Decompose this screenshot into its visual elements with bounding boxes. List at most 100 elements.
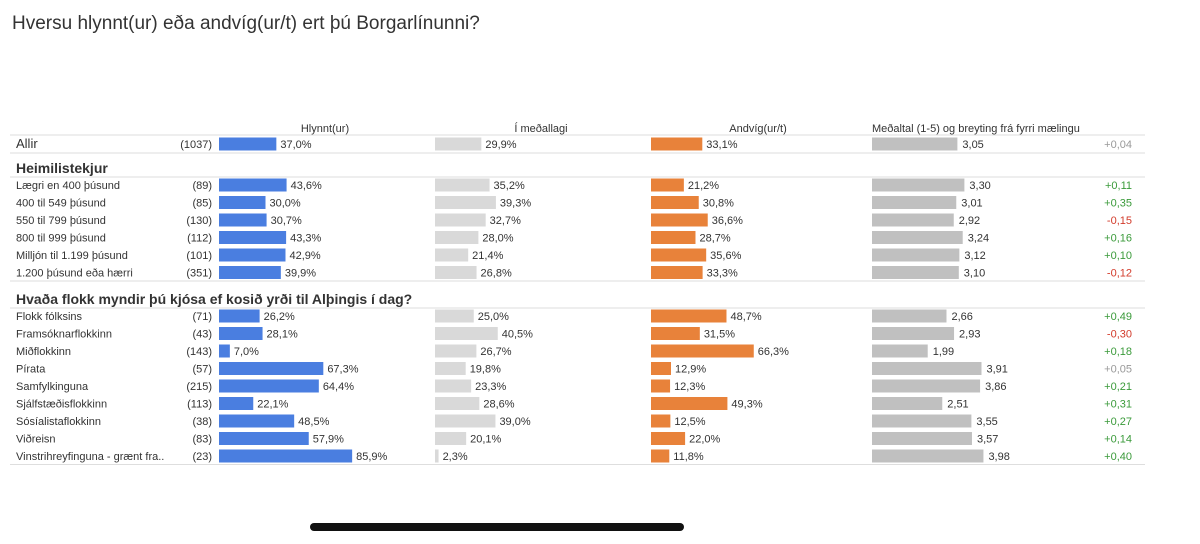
value-label-medallagi: 35,2% — [494, 180, 525, 192]
bar-mean — [872, 309, 947, 323]
value-label-medallagi: 25,0% — [478, 311, 509, 323]
bar-medallagi — [435, 213, 486, 227]
bar-andvig — [651, 362, 671, 375]
row-count: (85) — [192, 198, 212, 210]
value-label-hlynnt: 48,5% — [298, 416, 329, 428]
bar-medallagi — [435, 196, 496, 209]
bar-andvig — [651, 266, 703, 279]
bar-andvig — [651, 137, 703, 151]
bar-medallagi — [435, 248, 469, 262]
bar-hlynnt — [219, 397, 254, 410]
value-label-hlynnt: 26,2% — [264, 311, 295, 323]
change-value: -0,12 — [1107, 268, 1132, 280]
bar-hlynnt — [219, 137, 277, 151]
value-label-andvig: 49,3% — [731, 399, 762, 411]
bar-medallagi — [435, 327, 498, 340]
value-label-medallagi: 29,9% — [485, 139, 516, 151]
value-label-hlynnt: 30,0% — [270, 198, 301, 210]
column-header-medaltal: Meðaltal (1-5) og breyting frá fyrri mæl… — [872, 123, 1080, 135]
value-label-andvig: 21,2% — [688, 180, 719, 192]
bar-mean — [872, 344, 928, 358]
bar-hlynnt — [219, 178, 287, 192]
change-value: +0,05 — [1104, 364, 1132, 376]
value-label-mean: 2,66 — [951, 311, 972, 323]
bar-hlynnt — [219, 231, 287, 244]
value-label-medallagi: 19,8% — [470, 364, 501, 376]
value-label-andvig: 31,5% — [704, 329, 735, 341]
bar-medallagi — [435, 414, 496, 428]
value-label-hlynnt: 22,1% — [257, 399, 288, 411]
bar-mean — [872, 137, 958, 151]
change-value: +0,04 — [1104, 139, 1132, 151]
bar-medallagi — [435, 178, 490, 192]
row-label: Milljón til 1.199 þúsund — [16, 250, 128, 262]
bar-hlynnt — [219, 213, 267, 227]
row-count: (89) — [192, 180, 212, 192]
row-label: Miðflokkinn — [16, 346, 71, 358]
value-label-hlynnt: 28,1% — [267, 329, 298, 341]
value-label-hlynnt: 42,9% — [289, 250, 320, 262]
value-label-hlynnt: 39,9% — [285, 268, 316, 280]
row-label: Lægri en 400 þúsund — [16, 180, 120, 192]
bar-medallagi — [435, 362, 466, 375]
row-count: (351) — [186, 268, 212, 280]
bar-medallagi — [435, 266, 477, 279]
change-value: +0,10 — [1104, 250, 1132, 262]
row-count: (101) — [186, 250, 212, 262]
value-label-hlynnt: 85,9% — [356, 451, 387, 463]
value-label-hlynnt: 64,4% — [323, 381, 354, 393]
column-header-medallagi: Í meðallagi — [514, 122, 567, 135]
value-label-hlynnt: 30,7% — [271, 215, 302, 227]
page-title: Hversu hlynnt(ur) eða andvíg(ur/t) ert þ… — [12, 13, 480, 34]
group-title: Heimilistekjur — [16, 160, 108, 176]
bar-medallagi — [435, 344, 477, 358]
change-value: -0,30 — [1107, 329, 1132, 341]
value-label-medallagi: 2,3% — [443, 451, 468, 463]
value-label-andvig: 35,6% — [710, 250, 741, 262]
row-label: 400 til 549 þúsund — [16, 198, 106, 210]
value-label-andvig: 12,3% — [674, 381, 705, 393]
value-label-mean: 3,12 — [964, 250, 985, 262]
group-title: Hvaða flokk myndir þú kjósa ef kosið yrð… — [16, 291, 412, 307]
change-value: +0,16 — [1104, 233, 1132, 245]
bar-hlynnt — [219, 432, 309, 445]
row-count: (43) — [192, 329, 212, 341]
bar-andvig — [651, 432, 686, 445]
bar-mean — [872, 362, 982, 375]
row-count: (143) — [186, 346, 212, 358]
bar-medallagi — [435, 379, 472, 393]
value-label-mean: 2,51 — [947, 399, 968, 411]
value-label-mean: 3,57 — [977, 434, 998, 446]
value-label-mean: 3,98 — [988, 451, 1009, 463]
bar-mean — [872, 266, 959, 279]
row-label: Sósíalistaflokkinn — [16, 416, 101, 428]
bar-mean — [872, 414, 972, 428]
bar-andvig — [651, 196, 699, 209]
bar-mean — [872, 379, 981, 393]
value-label-medallagi: 28,0% — [482, 233, 513, 245]
bar-andvig — [651, 213, 708, 227]
bar-hlynnt — [219, 379, 319, 393]
row-label: 550 til 799 þúsund — [16, 215, 106, 227]
row-count: (215) — [186, 381, 212, 393]
value-label-medallagi: 28,6% — [483, 399, 514, 411]
value-label-andvig: 11,8% — [673, 451, 704, 463]
value-label-mean: 3,91 — [986, 364, 1007, 376]
value-label-andvig: 28,7% — [699, 233, 730, 245]
row-count: (1037) — [180, 139, 212, 151]
row-label: Viðreisn — [16, 434, 56, 446]
row-count: (130) — [186, 215, 212, 227]
bar-andvig — [651, 231, 696, 244]
value-label-mean: 3,86 — [985, 381, 1006, 393]
value-label-andvig: 30,8% — [703, 198, 734, 210]
value-label-medallagi: 39,3% — [500, 198, 531, 210]
row-count: (112) — [187, 233, 212, 245]
row-label: Framsóknarflokkinn — [16, 329, 112, 341]
bar-medallagi — [435, 449, 439, 463]
value-label-hlynnt: 57,9% — [313, 434, 344, 446]
change-value: +0,27 — [1104, 416, 1132, 428]
bar-andvig — [651, 248, 707, 262]
value-label-hlynnt: 37,0% — [280, 139, 311, 151]
change-value: +0,35 — [1104, 198, 1132, 210]
value-label-andvig: 33,3% — [707, 268, 738, 280]
